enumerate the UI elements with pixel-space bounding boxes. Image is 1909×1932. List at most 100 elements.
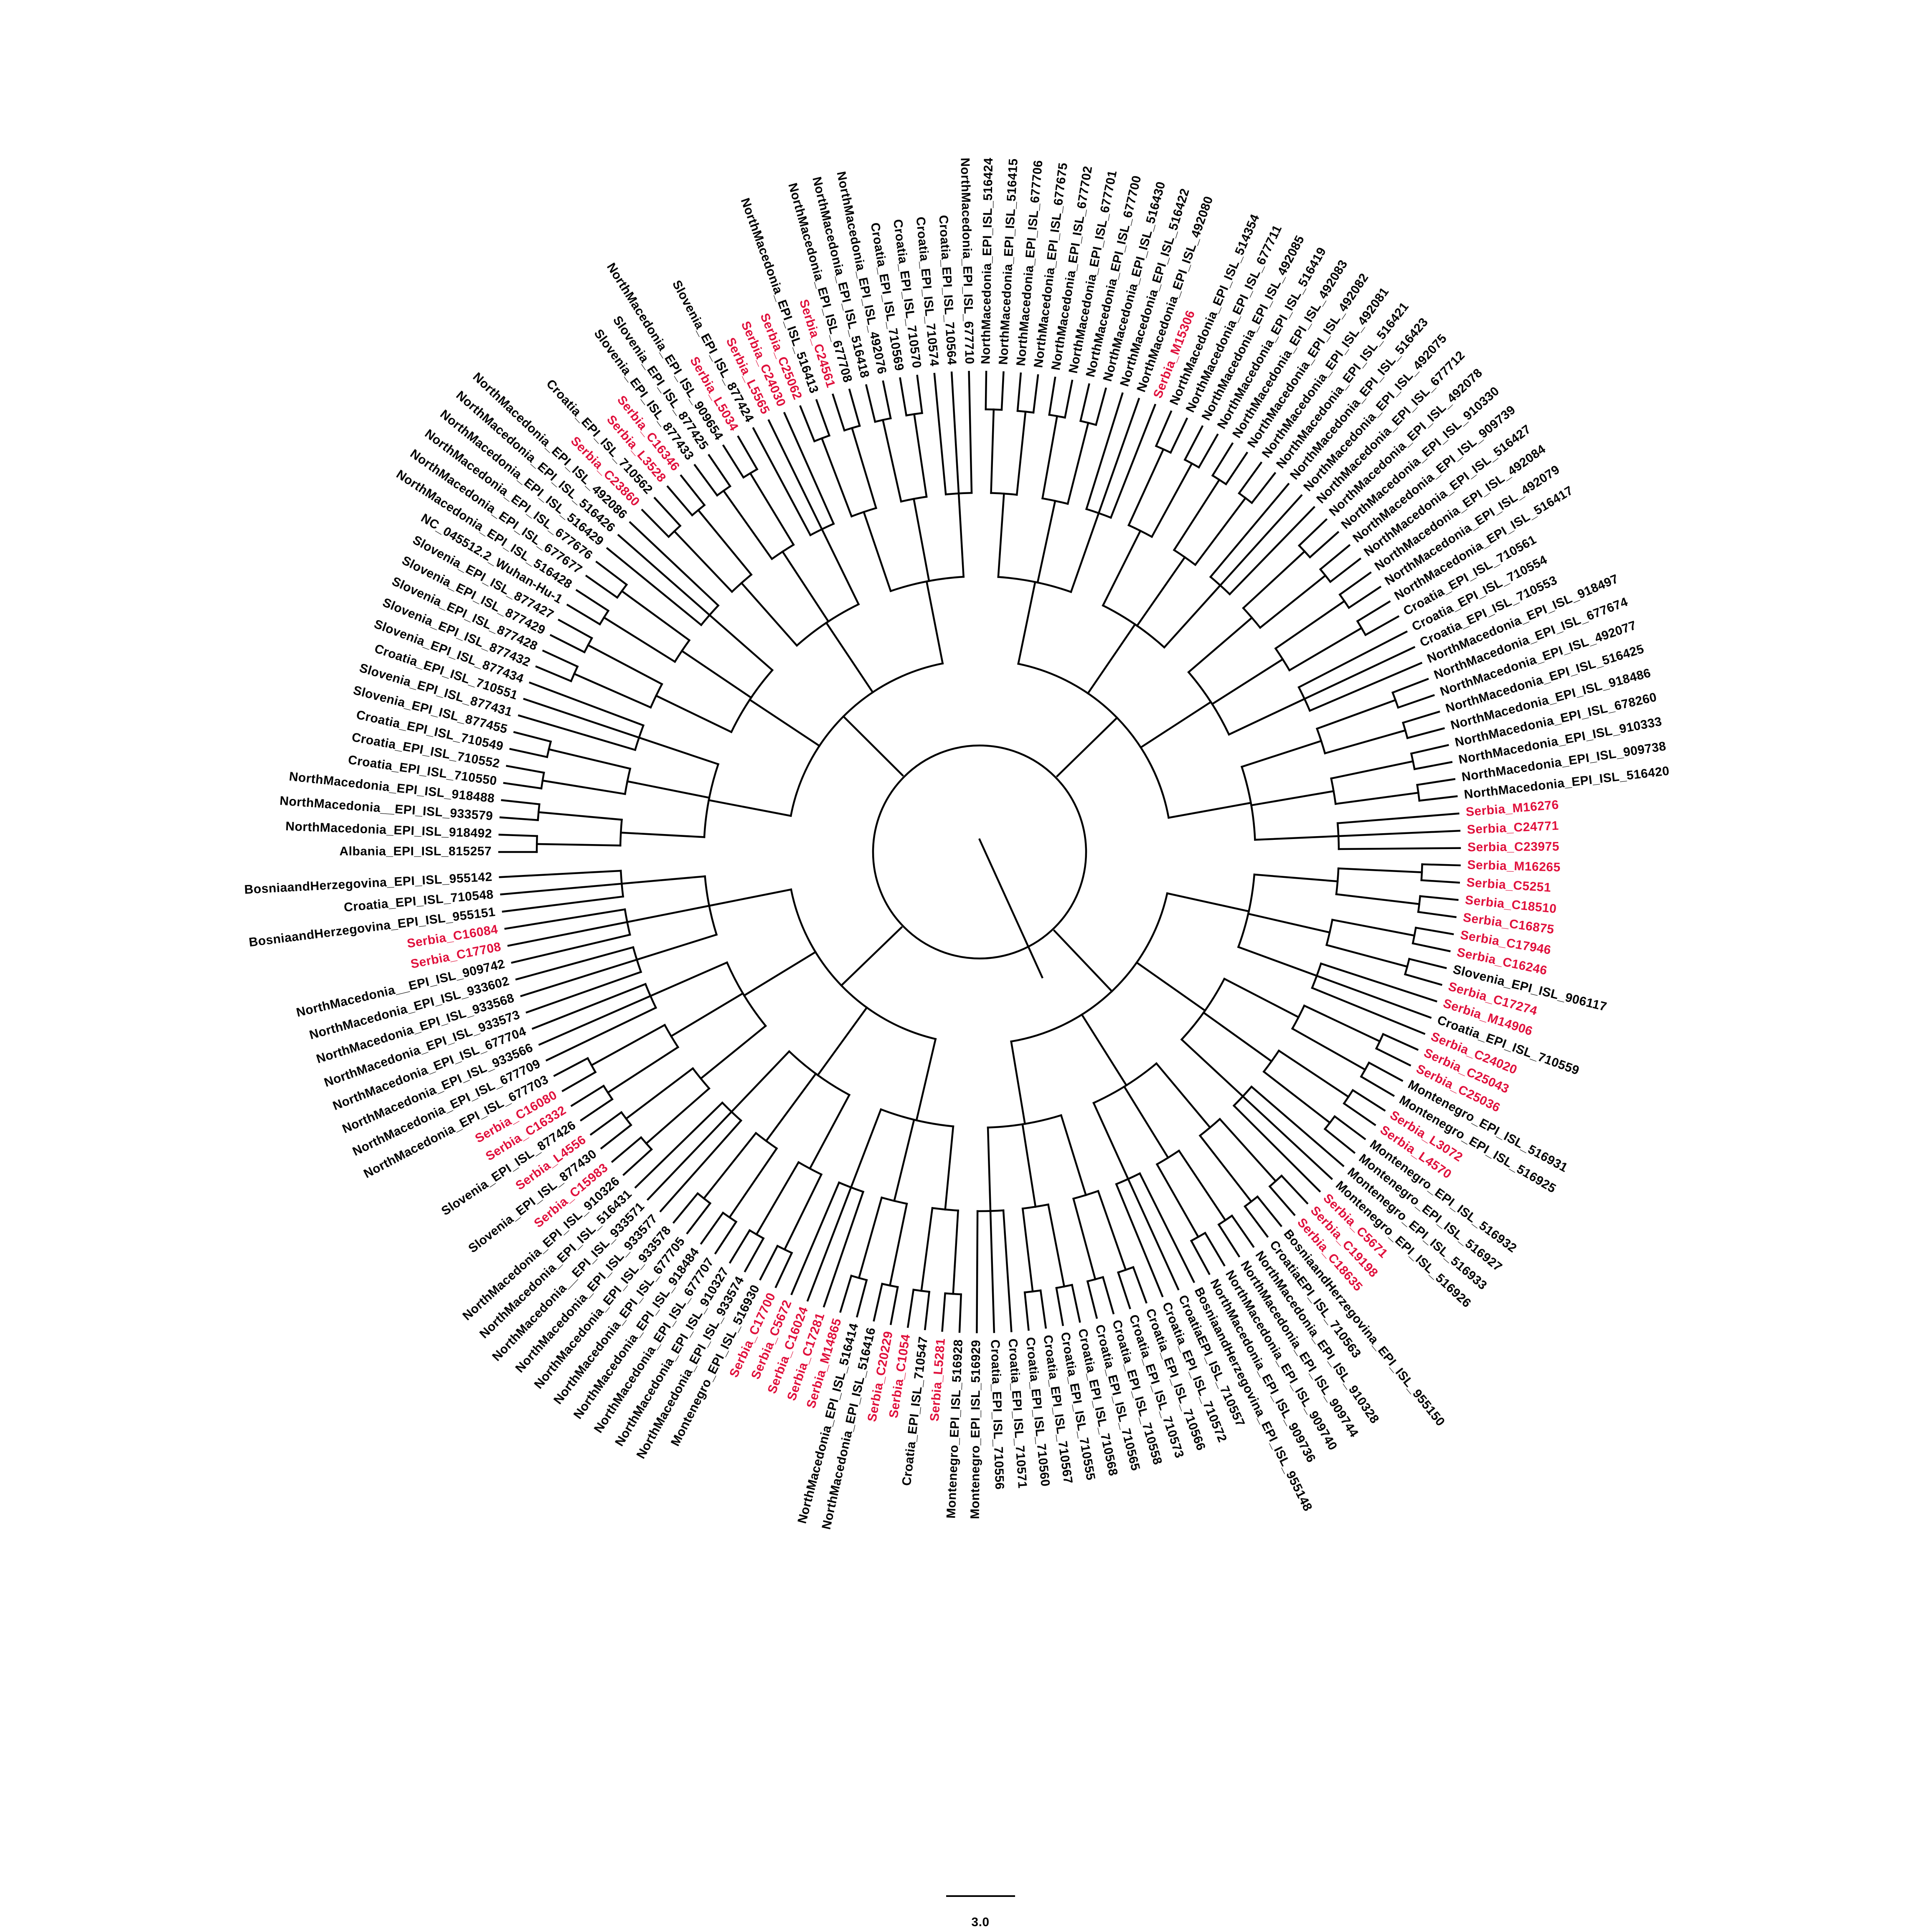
internal-branch [862,511,892,593]
leaf-branch [1102,1276,1115,1315]
clade-arc [716,485,732,497]
internal-branch [1066,421,1089,505]
internal-branch [1250,790,1335,806]
leaf-labels: Albania_EPI_ISL_815257 NorthMacedonia_EPI… [244,157,1670,1531]
leaf-branch [1203,1232,1226,1267]
leaf-branch [1416,778,1456,786]
internal-branch [573,672,652,709]
leaf-branch [1406,727,1445,739]
internal-branch [1087,623,1137,695]
tree-branches [498,370,1461,1334]
leaf-branch [1382,1033,1419,1051]
clade-arc [1240,766,1256,841]
internal-branch [602,616,676,663]
internal-branch [915,1038,937,1122]
internal-branch [1240,740,1323,768]
internal-branch [1167,801,1252,819]
clade-arc [620,1111,632,1126]
leaf-label: Serbia_L5281 [928,1338,948,1422]
internal-branch [987,1126,992,1212]
leaf-branch [989,1210,995,1333]
internal-branch [1155,1062,1211,1129]
internal-branch [1331,918,1416,937]
clade-arc [1102,604,1166,649]
leaf-branch [822,1190,865,1308]
internal-branch [1247,913,1331,934]
leaf-branch [1055,1287,1064,1326]
leaf-branch [498,834,538,837]
leaf-branch [1418,795,1458,802]
internal-branch [1228,697,1306,736]
internal-branch [1166,892,1250,913]
leaf-branch [1315,974,1432,1019]
internal-branch [699,1024,767,1080]
root-circle [872,744,1087,960]
internal-branch [740,581,798,647]
leaf-branch [1228,506,1315,596]
root-stem [978,838,1043,979]
internal-branch [1021,1207,1034,1293]
leaf-branch [1280,1174,1309,1205]
leaf-branch [1224,451,1249,486]
leaf-branch [899,377,908,417]
leaf-branch [1241,1095,1333,1180]
leaf-branch [933,373,947,496]
leaf-branch [1117,1271,1131,1310]
leaf-branch [641,509,670,538]
leaf-label: Albania_EPI_ISL_815257 [339,844,492,858]
leaf-branch [575,589,610,612]
leaf-branch [617,534,711,616]
internal-branch [1335,893,1421,905]
internal-branch [1211,658,1284,705]
leaf-branch [1039,1289,1047,1329]
internal-branch [1060,1114,1087,1197]
clade-arc [1016,410,1035,414]
clade-arc [1187,671,1230,736]
leaf-branch [1217,1223,1241,1258]
internal-branch [1291,1027,1367,1071]
leaf-branch [499,870,622,878]
internal-branch [670,992,744,1038]
leaf-branch [545,1006,657,1062]
leaf-branch [659,1119,743,1213]
leaf-branch [1256,1195,1282,1227]
internal-branch [673,530,734,593]
internal-branch [743,951,817,997]
internal-branch [1259,574,1327,629]
leaf-label: Serbia_M16276 [1465,798,1559,819]
clade-arc [673,639,691,663]
leaf-branch [549,634,586,654]
clade-arc [598,609,610,626]
leaf-branch [799,405,816,443]
leaf-branch [815,399,831,437]
leaf-branch [1219,494,1303,587]
leaf-branch [958,1293,962,1333]
internal-branch [1102,529,1142,607]
leaf-branch [566,603,602,626]
leaf-branch [941,1292,947,1332]
internal-branch [820,528,860,606]
leaf-branch [1360,1075,1395,1097]
internal-branch [626,780,711,799]
internal-branch [649,961,729,997]
scale-bar: 3.0 [946,1895,1015,1929]
clade-arc [703,763,720,838]
leaf-branch [653,497,682,527]
internal-branch [607,1046,680,1094]
clade-arc [1319,568,1332,583]
clade-arc [619,819,623,847]
leaf-branch [729,1229,751,1264]
leaf-branch [1364,615,1400,636]
leaf-branch [744,1237,765,1273]
internal-branch [1254,835,1340,841]
leaf-branch [759,1245,779,1281]
internal-branch [590,1024,666,1067]
leaf-branch [535,665,573,682]
clade-arc [1274,647,1291,672]
internal-branch [913,413,928,498]
clade-arc [1375,1033,1385,1050]
clade-arc [742,468,759,479]
clade-arc [889,576,965,593]
internal-branch [1072,1197,1097,1280]
leaf-branch [1297,518,1328,547]
